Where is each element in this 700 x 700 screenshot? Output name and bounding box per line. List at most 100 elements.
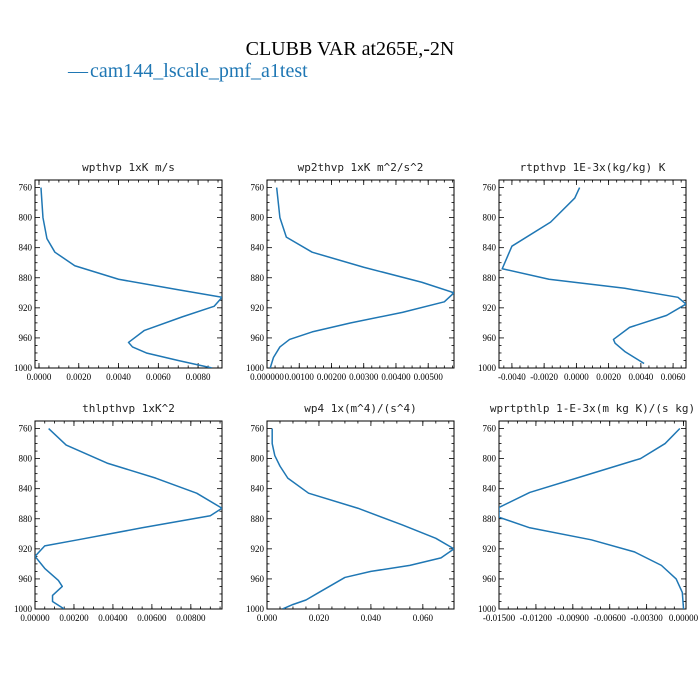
y-tick-label: 960 bbox=[19, 333, 33, 343]
x-tick-label: 0.00200 bbox=[59, 613, 89, 623]
x-tick-label: 0.00400 bbox=[381, 372, 411, 382]
y-tick-label: 760 bbox=[19, 424, 33, 434]
x-tick-label: 0.020 bbox=[309, 613, 330, 623]
y-tick-label: 960 bbox=[483, 333, 497, 343]
x-tick-label: 0.060 bbox=[413, 613, 434, 623]
x-tick-label: 0.00000 bbox=[669, 613, 699, 623]
panel-5: wp4 1x(m^4)/(s^4)76080084088092096010000… bbox=[246, 402, 455, 623]
axes-frame bbox=[266, 420, 455, 610]
panel-6: wprtpthlp 1-E-3x(m kg K)/(s kg) 760 800 840… bbox=[478, 402, 699, 623]
y-tick-label: 1000 bbox=[246, 604, 265, 614]
x-tick-label: -0.0020 bbox=[530, 372, 558, 382]
y-tick-label: 1000 bbox=[478, 604, 497, 614]
y-tick-label: 760 bbox=[251, 183, 265, 193]
panels: wpthvp 1xK m/s76080084088092096010000.00… bbox=[14, 161, 699, 623]
x-tick-label: 0.040 bbox=[361, 613, 382, 623]
axes-frame bbox=[34, 420, 223, 610]
x-tick-label: 0.00400 bbox=[98, 613, 128, 623]
y-tick-label: 960 bbox=[251, 574, 265, 584]
panel-title: rtpthvp 1E-3x(kg/kg) K bbox=[520, 161, 666, 174]
x-tick-label: 0.00600 bbox=[137, 613, 167, 623]
y-tick-label: 880 bbox=[19, 514, 33, 524]
x-tick-label: 0.00000 bbox=[20, 613, 50, 623]
x-tick-label: 0.0020 bbox=[596, 372, 621, 382]
y-tick-label: 920 bbox=[483, 544, 497, 554]
x-tick-label: -0.00300 bbox=[631, 613, 664, 623]
x-tick-label: 0.000000 bbox=[250, 372, 284, 382]
x-tick-label: 0.0020 bbox=[66, 372, 91, 382]
y-tick-label: 1000 bbox=[478, 363, 497, 373]
x-tick-label: -0.00900 bbox=[557, 613, 590, 623]
y-tick-label: 840 bbox=[483, 243, 497, 253]
y-tick-label: 840 bbox=[483, 484, 497, 494]
y-tick-label: 920 bbox=[251, 544, 265, 554]
y-tick-label: 960 bbox=[251, 333, 265, 343]
x-tick-label: 0.000 bbox=[257, 613, 278, 623]
profile-line bbox=[40, 187, 222, 368]
y-tick-label: 800 bbox=[483, 213, 497, 223]
x-tick-label: 0.00200 bbox=[317, 372, 347, 382]
x-tick-label: 0.0080 bbox=[186, 372, 211, 382]
y-tick-label: 760 bbox=[483, 183, 497, 193]
panel-title: wpthvp 1xK m/s bbox=[82, 161, 175, 174]
y-tick-label: 800 bbox=[19, 454, 33, 464]
panel-title: wp2thvp 1xK m^2/s^2 bbox=[298, 161, 424, 174]
legend: — cam144_lscale_pmf_a1test bbox=[67, 60, 308, 82]
x-tick-label: 0.0000 bbox=[27, 372, 52, 382]
y-tick-label: 840 bbox=[251, 484, 265, 494]
panel-3: rtpthvp 1E-3x(kg/kg) K 760 800 840 880 920 960… bbox=[478, 161, 687, 382]
profile-line bbox=[35, 427, 222, 609]
x-tick-label: 0.00500 bbox=[414, 372, 444, 382]
y-tick-label: 760 bbox=[19, 183, 33, 193]
y-tick-label: 800 bbox=[251, 213, 265, 223]
y-tick-label: 800 bbox=[19, 213, 33, 223]
y-tick-label: 960 bbox=[19, 574, 33, 584]
x-tick-label: 0.0060 bbox=[146, 372, 171, 382]
legend-entry-label: cam144_lscale_pmf_a1test bbox=[90, 60, 308, 82]
panel-title: wp4 1x(m^4)/(s^4) bbox=[304, 402, 417, 415]
panel-4: thlpthvp 1xK^276080084088092096010000.00… bbox=[14, 402, 223, 623]
panel-title: wprtpthlp 1-E-3x(m kg K)/(s kg) bbox=[490, 402, 695, 415]
legend-marker: — bbox=[67, 60, 89, 82]
axes-frame bbox=[266, 179, 455, 369]
x-tick-label: 0.0040 bbox=[106, 372, 131, 382]
panel-1: wpthvp 1xK m/s76080084088092096010000.00… bbox=[14, 161, 223, 382]
y-tick-label: 880 bbox=[483, 273, 497, 283]
y-tick-label: 880 bbox=[251, 273, 265, 283]
profile-line bbox=[501, 187, 686, 365]
x-tick-label: 0.00800 bbox=[176, 613, 206, 623]
x-tick-label: 0.0040 bbox=[628, 372, 653, 382]
y-tick-label: 1000 bbox=[246, 363, 265, 373]
y-tick-label: 920 bbox=[251, 303, 265, 313]
y-tick-label: 920 bbox=[19, 544, 33, 554]
x-tick-label: 0.0000 bbox=[564, 372, 589, 382]
y-tick-label: 920 bbox=[483, 303, 497, 313]
axes-frame bbox=[498, 420, 687, 610]
figure-title: CLUBB VAR at265E,-2N bbox=[246, 38, 455, 60]
axes-frame bbox=[34, 179, 223, 369]
x-tick-label: -0.00600 bbox=[594, 613, 627, 623]
panel-title: thlpthvp 1xK^2 bbox=[82, 402, 175, 415]
y-tick-label: 840 bbox=[19, 243, 33, 253]
x-tick-label: -0.01200 bbox=[520, 613, 553, 623]
y-tick-label: 1000 bbox=[14, 363, 33, 373]
x-tick-label: -0.0040 bbox=[498, 372, 526, 382]
y-tick-label: 760 bbox=[483, 424, 497, 434]
y-tick-label: 880 bbox=[483, 514, 497, 524]
panel-2: wp2thvp 1xK m^2/s^2 760 800 840 880 920 960 100… bbox=[246, 161, 455, 382]
y-tick-label: 800 bbox=[483, 454, 497, 464]
profile-line bbox=[499, 427, 685, 609]
y-tick-label: 920 bbox=[19, 303, 33, 313]
x-tick-label: 0.00300 bbox=[349, 372, 379, 382]
y-tick-label: 1000 bbox=[14, 604, 33, 614]
x-tick-label: 0.0060 bbox=[661, 372, 686, 382]
x-tick-label: -0.01500 bbox=[483, 613, 516, 623]
profile-line bbox=[269, 187, 454, 368]
y-tick-label: 960 bbox=[483, 574, 497, 584]
y-tick-label: 840 bbox=[19, 484, 33, 494]
y-tick-label: 800 bbox=[251, 454, 265, 464]
profile-line bbox=[271, 428, 454, 609]
y-tick-label: 760 bbox=[251, 424, 265, 434]
x-tick-label: 0.00100 bbox=[285, 372, 315, 382]
